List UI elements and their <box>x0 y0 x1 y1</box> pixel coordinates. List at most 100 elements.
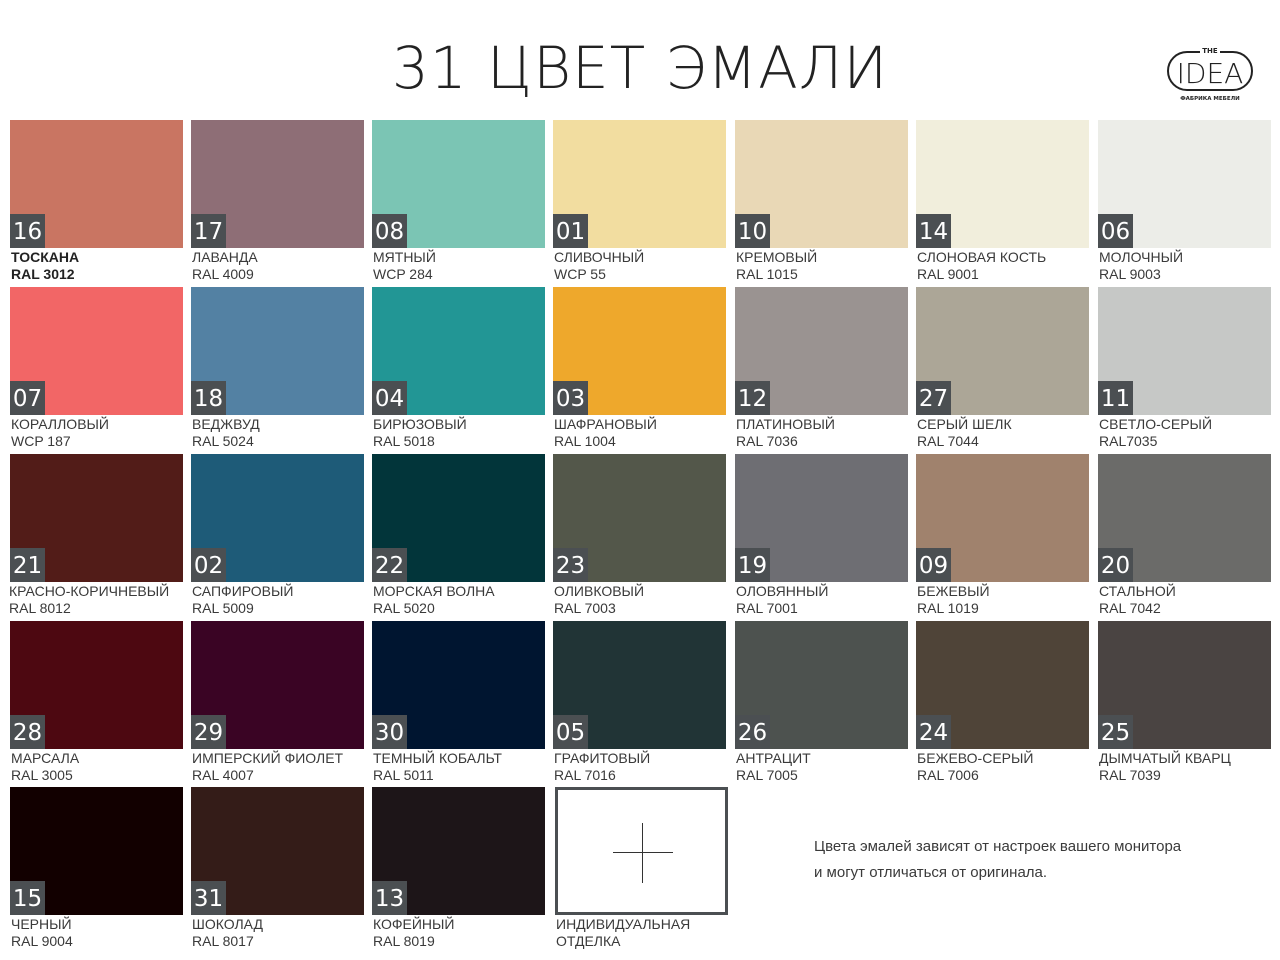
color-swatch[interactable]: 09 <box>916 454 1089 582</box>
swatch-number-badge: 30 <box>372 715 407 749</box>
swatch-number-badge: 16 <box>10 214 45 248</box>
swatch-label: СЛИВОЧНЫЙ WCP 55 <box>554 249 644 283</box>
swatch-number-badge: 11 <box>1098 381 1133 415</box>
custom-line2: ОТДЕЛКА <box>556 933 621 949</box>
swatch-number-badge: 31 <box>191 881 226 915</box>
swatch-code: RAL 1019 <box>917 600 979 616</box>
swatch-name: МЯТНЫЙ <box>373 249 436 265</box>
swatch-label: СЕРЫЙ ШЕЛК RAL 7044 <box>917 416 1012 450</box>
swatch-code: RAL 7042 <box>1099 600 1161 616</box>
swatch-number-badge: 17 <box>191 214 226 248</box>
swatch-code: RAL 7039 <box>1099 767 1161 783</box>
color-swatch[interactable]: 25 <box>1098 621 1271 749</box>
svg-text:IDEA: IDEA <box>1177 57 1244 90</box>
color-swatch[interactable]: 04 <box>372 287 545 415</box>
swatch-code: RAL 9001 <box>917 266 979 282</box>
swatch-number-badge: 25 <box>1098 715 1133 749</box>
svg-text:THE: THE <box>1202 47 1218 55</box>
disclaimer-note: Цвета эмалей зависят от настроек вашего … <box>814 834 1181 886</box>
swatch-name: ЛАВАНДА <box>192 249 258 265</box>
color-swatch[interactable]: 23 <box>553 454 726 582</box>
swatch-number-badge: 13 <box>372 881 407 915</box>
swatch-label: ГРАФИТОВЫЙ RAL 7016 <box>554 750 650 784</box>
color-swatch[interactable]: 26 <box>735 621 908 749</box>
swatch-name: ШОКОЛАД <box>192 916 263 932</box>
swatch-label: КОРАЛЛОВЫЙ WCP 187 <box>11 416 109 450</box>
color-swatch[interactable]: 02 <box>191 454 364 582</box>
swatch-name: БЕЖЕВО-СЕРЫЙ <box>917 750 1034 766</box>
color-swatch[interactable]: 31 <box>191 787 364 915</box>
color-swatch[interactable]: 15 <box>10 787 183 915</box>
color-swatch[interactable]: 01 <box>553 120 726 248</box>
swatch-code: WCP 55 <box>554 266 606 282</box>
svg-text:ФАБРИКА МЕБЕЛИ: ФАБРИКА МЕБЕЛИ <box>1180 96 1240 102</box>
swatch-label: СВЕТЛО-СЕРЫЙ RAL7035 <box>1099 416 1212 450</box>
swatch-name: ЧЕРНЫЙ <box>11 916 72 932</box>
swatch-number-badge: 23 <box>553 548 588 582</box>
swatch-number-badge: 15 <box>10 881 45 915</box>
swatch-name: СЛИВОЧНЫЙ <box>554 249 645 265</box>
color-swatch[interactable]: 28 <box>10 621 183 749</box>
color-swatch[interactable]: 14 <box>916 120 1089 248</box>
color-swatch[interactable]: 13 <box>372 787 545 915</box>
swatch-code: RAL 5024 <box>192 433 254 449</box>
swatch-label: ШАФРАНОВЫЙ RAL 1004 <box>554 416 657 450</box>
color-swatch[interactable]: 21 <box>10 454 183 582</box>
color-swatch[interactable]: 10 <box>735 120 908 248</box>
swatch-label: ОЛИВКОВЫЙ RAL 7003 <box>554 583 644 617</box>
color-swatch[interactable]: 03 <box>553 287 726 415</box>
color-swatch[interactable]: 08 <box>372 120 545 248</box>
swatch-code: RAL 7016 <box>554 767 616 783</box>
swatch-name: КОРАЛЛОВЫЙ <box>11 416 109 432</box>
custom-finish-swatch[interactable] <box>555 787 728 915</box>
color-swatch[interactable]: 05 <box>553 621 726 749</box>
note-line2: и могут отличаться от оригинала. <box>814 864 1048 881</box>
swatch-name: МОЛОЧНЫЙ <box>1099 249 1184 265</box>
swatch-name: МОРСКАЯ ВОЛНА <box>373 583 495 599</box>
swatch-number-badge: 22 <box>372 548 407 582</box>
swatch-label: ВЕДЖВУД RAL 5024 <box>192 416 260 450</box>
swatch-label: БЕЖЕВЫЙ RAL 1019 <box>917 583 990 617</box>
plus-icon <box>613 852 673 853</box>
color-swatch[interactable]: 20 <box>1098 454 1271 582</box>
swatch-label: МЯТНЫЙ WCP 284 <box>373 249 436 283</box>
swatch-label: БЕЖЕВО-СЕРЫЙ RAL 7006 <box>917 750 1033 784</box>
swatch-name: КРАСНО-КОРИЧНЕВЫЙ <box>9 583 170 599</box>
color-swatch[interactable]: 30 <box>372 621 545 749</box>
swatch-code: RAL 7005 <box>736 767 798 783</box>
color-swatch[interactable]: 29 <box>191 621 364 749</box>
swatch-number-badge: 20 <box>1098 548 1133 582</box>
swatch-number-badge: 08 <box>372 214 407 248</box>
color-swatch[interactable]: 11 <box>1098 287 1271 415</box>
swatch-code: RAL 7006 <box>917 767 979 783</box>
swatch-name: СЛОНОВАЯ КОСТЬ <box>917 249 1047 265</box>
swatch-label: ТЕМНЫЙ КОБАЛЬТ RAL 5011 <box>373 750 502 784</box>
color-swatch[interactable]: 16 <box>10 120 183 248</box>
swatch-code: RAL 4007 <box>192 767 254 783</box>
swatch-number-badge: 26 <box>735 715 770 749</box>
swatch-number-badge: 07 <box>10 381 45 415</box>
swatch-label: КРЕМОВЫЙ RAL 1015 <box>736 249 817 283</box>
swatch-label: ПЛАТИНОВЫЙ RAL 7036 <box>736 416 835 450</box>
swatch-label: СТАЛЬНОЙ RAL 7042 <box>1099 583 1176 617</box>
swatch-label: МАРСАЛА RAL 3005 <box>11 750 79 784</box>
swatch-number-badge: 21 <box>10 548 45 582</box>
color-swatch[interactable]: 12 <box>735 287 908 415</box>
swatch-code: RAL 3005 <box>11 767 73 783</box>
color-swatch[interactable]: 17 <box>191 120 364 248</box>
color-swatch[interactable]: 27 <box>916 287 1089 415</box>
swatch-name: ОЛИВКОВЫЙ <box>554 583 645 599</box>
swatch-code: RAL 4009 <box>192 266 254 282</box>
color-swatch[interactable]: 06 <box>1098 120 1271 248</box>
swatch-name: МАРСАЛА <box>11 750 80 766</box>
swatch-name: ОЛОВЯННЫЙ <box>736 583 829 599</box>
swatch-name: ШАФРАНОВЫЙ <box>554 416 657 432</box>
color-swatch[interactable]: 19 <box>735 454 908 582</box>
color-swatch[interactable]: 22 <box>372 454 545 582</box>
color-swatch[interactable]: 24 <box>916 621 1089 749</box>
color-swatch[interactable]: 07 <box>10 287 183 415</box>
color-swatch[interactable]: 18 <box>191 287 364 415</box>
swatch-label: ШОКОЛАД RAL 8017 <box>192 916 263 950</box>
plus-icon-vertical <box>642 823 643 883</box>
swatch-code: RAL 7044 <box>917 433 979 449</box>
